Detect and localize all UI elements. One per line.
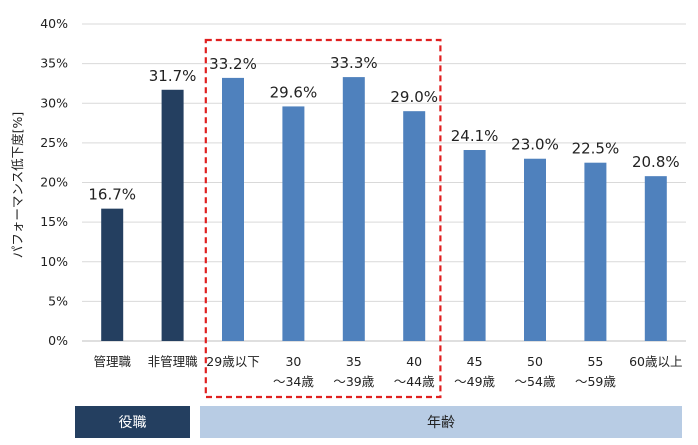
x-tick-label: 29歳以下 — [206, 354, 259, 369]
y-tick-label: 15% — [40, 214, 68, 229]
y-axis-label: パフォーマンス低下度[%] — [10, 112, 25, 258]
bar — [644, 176, 667, 341]
data-label: 22.5% — [572, 140, 620, 158]
highlight-box — [204, 38, 442, 399]
x-tick-label-line2: ～34歳 — [273, 374, 314, 389]
x-axis-categories: 管理職 非管理職 29歳以下 30 ～34歳 35 ～39歳 40 ～44歳 45 ～49歳 50 ～5… — [93, 354, 682, 389]
x-tick-label: 55 — [587, 354, 603, 369]
y-tick-label: 30% — [40, 95, 68, 110]
bar — [524, 158, 546, 341]
bar — [403, 111, 426, 341]
y-tick-label: 20% — [40, 175, 68, 190]
data-label: 16.7% — [88, 186, 136, 204]
x-tick-label-line2: ～49歳 — [454, 374, 495, 389]
x-tick-label: 30 — [285, 354, 301, 369]
x-tick-label: 非管理職 — [148, 354, 199, 369]
x-tick-label: 45 — [467, 354, 483, 369]
x-tick-label-line2: ～54歳 — [515, 374, 556, 389]
y-axis-ticks: 0% 5% 10% 15% 20% 25% 30% 35% 40% — [40, 16, 68, 348]
y-tick-label: 10% — [40, 254, 68, 269]
x-tick-label-line2: ～44歳 — [394, 374, 435, 389]
data-label: 29.0% — [390, 88, 438, 106]
data-label: 33.3% — [330, 54, 378, 72]
data-label: 31.7% — [149, 67, 197, 85]
x-tick-label: 40 — [406, 354, 422, 369]
bar — [342, 77, 365, 341]
x-tick-label: 35 — [346, 354, 362, 369]
x-tick-label: 管理職 — [93, 354, 131, 369]
data-label: 33.2% — [209, 55, 257, 73]
bar — [222, 77, 244, 341]
group-label-role: 役職 — [75, 406, 190, 438]
y-tick-label: 0% — [48, 333, 68, 348]
data-label: 23.0% — [511, 136, 559, 154]
bar — [101, 208, 124, 341]
bar — [161, 89, 184, 341]
bars — [101, 77, 667, 341]
y-tick-label: 5% — [48, 293, 68, 308]
x-tick-label-line2: ～59歳 — [575, 374, 616, 389]
y-tick-label: 35% — [40, 56, 68, 71]
y-tick-label: 40% — [40, 16, 68, 31]
data-labels: 16.7% 31.7% 33.2% 29.6% 33.3% 29.0% 24.1% 23.0%… — [88, 54, 679, 204]
data-label: 29.6% — [270, 83, 318, 101]
group-label-age: 年齢 — [200, 406, 682, 438]
y-tick-label: 25% — [40, 135, 68, 150]
x-tick-label-line2: ～39歳 — [333, 374, 374, 389]
x-tick-label: 60歳以上 — [629, 354, 682, 369]
bar — [584, 162, 607, 341]
bar — [463, 150, 486, 341]
bar — [282, 106, 305, 341]
data-label: 24.1% — [451, 127, 499, 145]
x-tick-label: 50 — [527, 354, 543, 369]
data-label: 20.8% — [632, 153, 680, 171]
